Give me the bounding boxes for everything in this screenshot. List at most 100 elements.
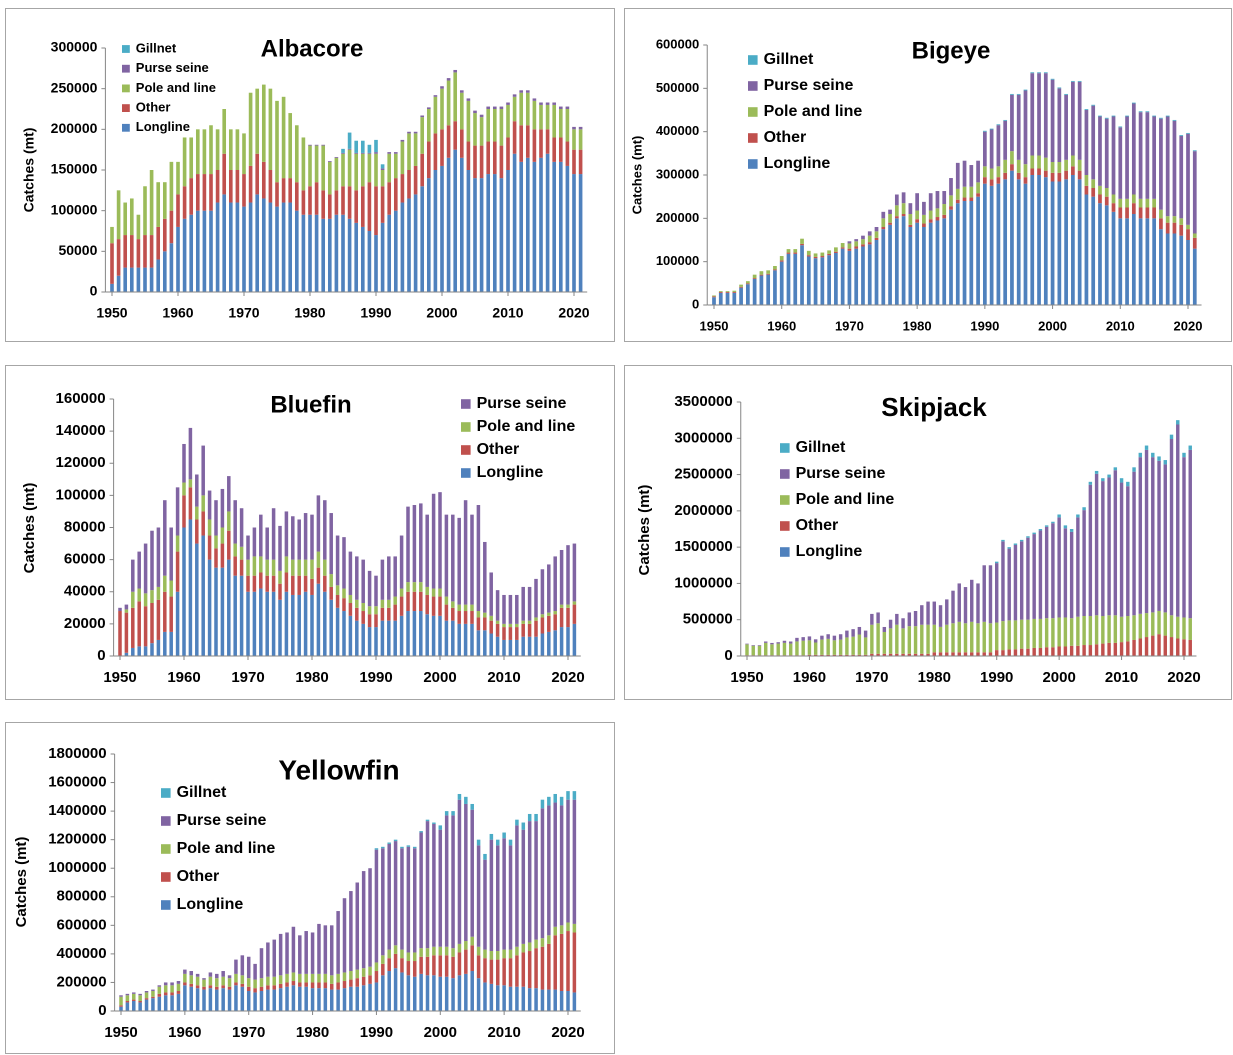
bar-segment xyxy=(1131,102,1136,104)
bar-segment xyxy=(489,839,494,952)
bar-segment xyxy=(182,527,186,656)
bar-segment xyxy=(239,508,244,547)
bar-segment xyxy=(565,165,570,292)
bar-segment xyxy=(1172,119,1177,121)
bar-segment xyxy=(413,131,418,134)
legend-swatch xyxy=(161,900,171,910)
bar-segment xyxy=(182,137,187,187)
bar-segment xyxy=(393,953,398,969)
bar-segment xyxy=(1125,198,1129,208)
bar-segment xyxy=(466,100,471,142)
bar-segment xyxy=(336,911,340,974)
bar-segment xyxy=(486,141,491,175)
bar-segment xyxy=(479,114,484,118)
bar-segment xyxy=(1107,477,1111,616)
x-tick-label: 1980 xyxy=(296,1024,329,1041)
bar-segment xyxy=(347,149,352,187)
chart-panel: 0500001000001500002000002500003000001950… xyxy=(5,8,615,342)
bar-segment xyxy=(861,235,865,240)
bar-segment xyxy=(361,976,366,986)
bar-segment xyxy=(1088,645,1093,656)
bar-segment xyxy=(470,936,474,946)
bar-segment xyxy=(202,210,207,292)
bar-segment xyxy=(380,170,385,187)
bar-segment xyxy=(255,153,260,195)
bar-segment xyxy=(1104,205,1109,305)
legend-label: Purse seine xyxy=(177,812,267,829)
bar-segment xyxy=(407,131,411,134)
bar-segment xyxy=(457,623,461,656)
bar-segment xyxy=(438,955,443,977)
bar-segment xyxy=(374,849,379,963)
bar-segment xyxy=(479,145,484,179)
bar-segment xyxy=(381,955,385,964)
bar-segment xyxy=(757,645,762,656)
bar-segment xyxy=(253,963,257,980)
bar-segment xyxy=(553,556,557,612)
bar-segment xyxy=(1159,218,1163,230)
bar-segment xyxy=(149,170,154,236)
bar-segment xyxy=(489,572,493,616)
bar-segment xyxy=(175,487,180,536)
bar-segment xyxy=(901,214,906,217)
bar-segment xyxy=(1030,175,1035,305)
bar-segment xyxy=(1145,198,1150,208)
bar-segment xyxy=(502,623,506,628)
bar-segment xyxy=(552,104,557,138)
bar-segment xyxy=(534,821,538,940)
y-tick-label: 0 xyxy=(98,1002,106,1019)
bar-segment xyxy=(208,988,213,1011)
bar-segment xyxy=(1003,179,1008,305)
y-tick-label: 0 xyxy=(724,647,732,664)
bar-segment xyxy=(387,958,391,972)
bar-segment xyxy=(1159,117,1163,119)
bar-segment xyxy=(1145,207,1150,219)
bar-segment xyxy=(156,226,161,260)
x-tick-label: 1950 xyxy=(103,669,136,686)
bar-segment xyxy=(321,144,326,146)
bar-segment xyxy=(508,627,513,640)
bar-segment xyxy=(908,224,913,227)
bar-segment xyxy=(354,190,359,223)
bar-segment xyxy=(406,582,410,592)
bar-segment xyxy=(1186,240,1190,305)
bar-segment xyxy=(214,500,218,536)
bar-segment xyxy=(1111,203,1116,212)
bar-segment xyxy=(271,508,276,560)
bar-segment xyxy=(137,601,141,647)
bar-segment xyxy=(907,612,912,627)
bar-segment xyxy=(188,479,193,488)
bar-segment xyxy=(508,949,513,959)
bar-segment xyxy=(1119,478,1124,483)
bar-segment xyxy=(123,202,128,236)
bar-segment xyxy=(1144,637,1149,656)
bar-segment xyxy=(565,109,570,142)
bar-segment xyxy=(489,951,494,960)
bar-segment xyxy=(342,981,347,989)
bar-segment xyxy=(894,205,899,217)
bar-segment xyxy=(782,640,787,643)
bar-segment xyxy=(156,259,161,292)
bar-segment xyxy=(1131,194,1136,204)
bar-segment xyxy=(341,148,345,153)
bar-segment xyxy=(412,976,417,1011)
bar-segment xyxy=(807,640,812,655)
bar-segment xyxy=(451,607,455,621)
bar-segment xyxy=(963,587,968,624)
bar-segment xyxy=(539,157,543,292)
bar-segment xyxy=(489,633,493,656)
bar-segment xyxy=(759,275,764,305)
bar-segment xyxy=(1118,198,1123,208)
bar-segment xyxy=(502,627,506,640)
bar-segment xyxy=(214,548,218,568)
bar-segment xyxy=(838,634,843,640)
bar-segment xyxy=(393,839,398,842)
bar-segment xyxy=(1138,638,1143,656)
bar-segment xyxy=(329,989,334,1011)
bar-segment xyxy=(935,217,940,221)
bar-segment xyxy=(578,126,583,130)
bar-segment xyxy=(240,983,245,987)
bar-segment xyxy=(1101,643,1105,656)
bar-segment xyxy=(773,266,777,270)
bar-segment xyxy=(374,606,378,615)
